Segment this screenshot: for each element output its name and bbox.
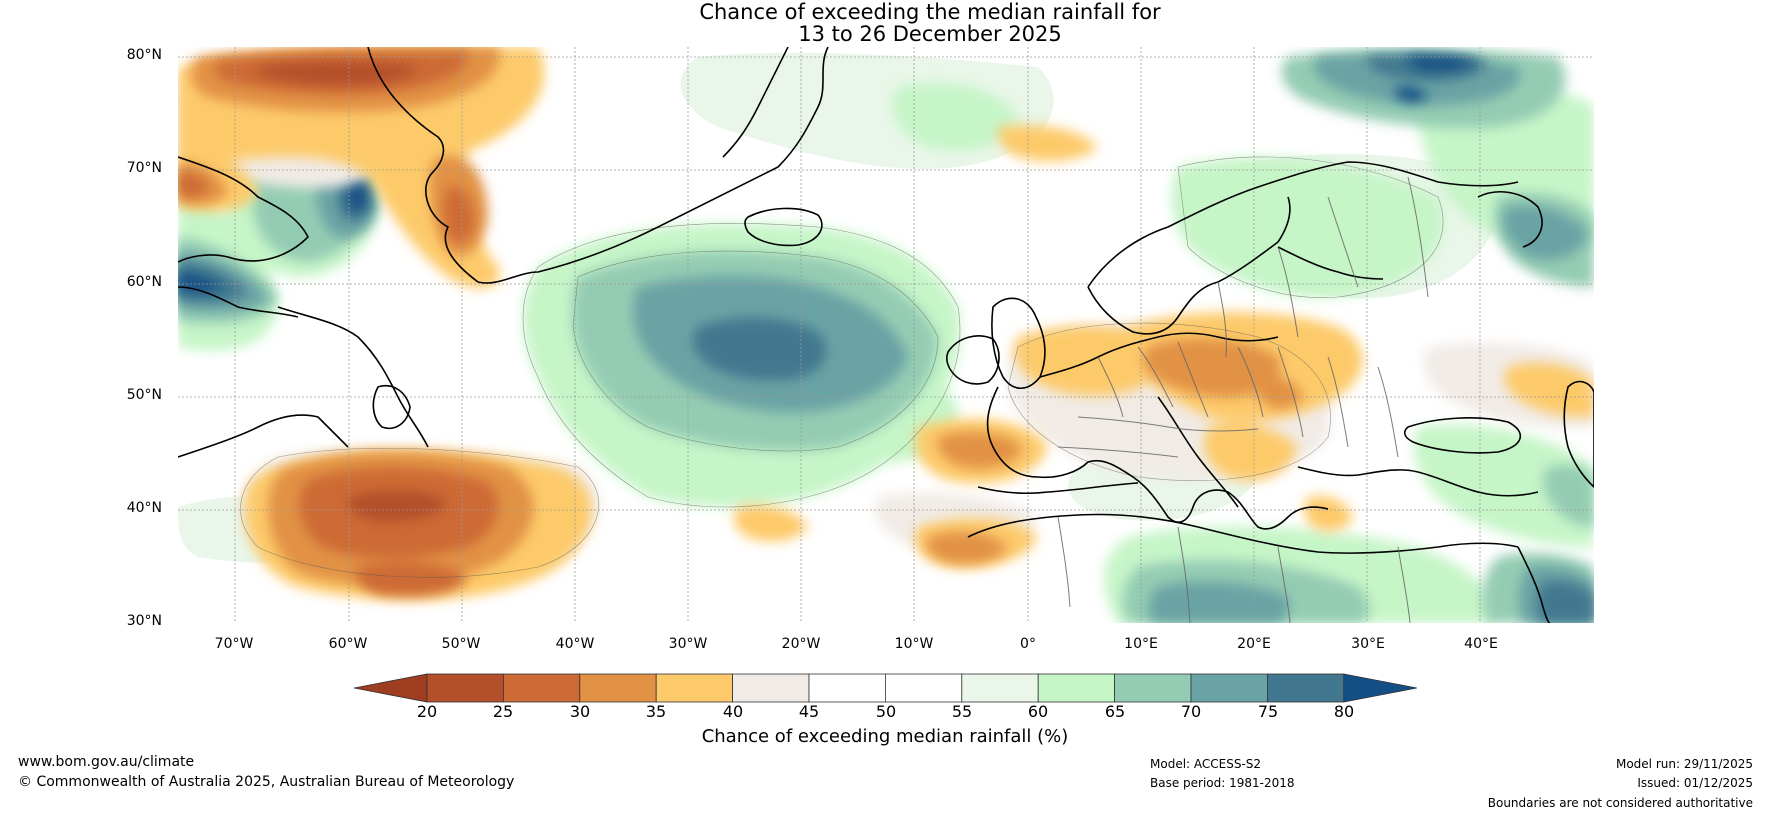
colorbar-tick-55: 55 [951,702,973,721]
lon-label-30e: 30°E [1351,636,1385,652]
lat-label-30n: 30°N [126,613,162,629]
copyright-text: © Commonwealth of Australia 2025, Austra… [18,774,515,790]
lat-label-40n: 40°N [126,500,162,516]
lat-label-50n: 50°N [126,387,162,403]
colorbar-tick-70: 70 [1180,702,1202,721]
lon-label-50w: 50°W [441,636,481,652]
national-borders [1057,176,1429,623]
colorbar-segment [732,673,810,703]
colorbar-tick-45: 45 [798,702,820,721]
lon-label-60w: 60°W [328,636,368,652]
colorbar-tick-30: 30 [569,702,591,721]
lon-label-10w: 10°W [894,636,934,652]
colorbar-tick-80: 80 [1333,702,1355,721]
colorbar-segment [1037,673,1115,703]
colorbar-segment [885,673,963,703]
colorbar-segments [353,673,1417,703]
colorbar-segment [1267,673,1345,703]
colorbar-tick-75: 75 [1257,702,1279,721]
colorbar-tick-20: 20 [416,702,438,721]
colorbar-tick-60: 60 [1027,702,1049,721]
colorbar-segment [426,673,504,703]
colorbar-segment [808,673,886,703]
colorbar-extend-low [353,673,428,703]
model-name: Model: ACCESS-S2 [1150,757,1262,771]
model-run-date: Model run: 29/11/2025 [1615,757,1753,771]
lon-label-30w: 30°W [668,636,708,652]
colorbar-tick-25: 25 [492,702,514,721]
issued-date: Issued: 01/12/2025 [1637,776,1753,790]
colorbar-segment [1114,673,1192,703]
colorbar-segment [1190,673,1268,703]
lon-label-0: 0° [1020,636,1036,652]
colorbar-tick-50: 50 [875,702,897,721]
base-period: Base period: 1981-2018 [1150,776,1295,790]
lat-label-80n: 80°N [126,47,162,63]
lat-label-70n: 70°N [126,160,162,176]
colorbar-tick-65: 65 [1104,702,1126,721]
boundaries-disclaimer: Boundaries are not considered authoritat… [1487,796,1753,810]
website-link[interactable]: www.bom.gov.au/climate [18,754,195,770]
map-gridlines [178,47,1594,623]
colorbar-tick-35: 35 [645,702,667,721]
colorbar-tick-40: 40 [722,702,744,721]
colorbar-segment [502,673,581,703]
coastlines [178,47,1594,623]
colorbar-label: Chance of exceeding median rainfall (%) [701,726,1069,747]
lon-label-70w: 70°W [214,636,254,652]
colorbar-segment [579,673,657,703]
lon-label-20w: 20°W [781,636,821,652]
probability-field-brown [255,61,448,522]
lon-label-40e: 40°E [1464,636,1498,652]
lon-label-10e: 10°E [1124,636,1158,652]
colorbar-extend-high [1343,673,1417,703]
lon-label-40w: 40°W [555,636,595,652]
map-title-line-2: 13 to 26 December 2025 [798,22,1062,46]
colorbar-segment [961,673,1039,703]
rainfall-probability-map [177,46,1595,624]
lon-label-20e: 20°E [1237,636,1271,652]
colorbar-segment [655,673,734,703]
lat-label-60n: 60°N [126,274,162,290]
map-title-line-1: Chance of exceeding the median rainfall … [699,0,1161,24]
map-canvas [178,47,1594,623]
